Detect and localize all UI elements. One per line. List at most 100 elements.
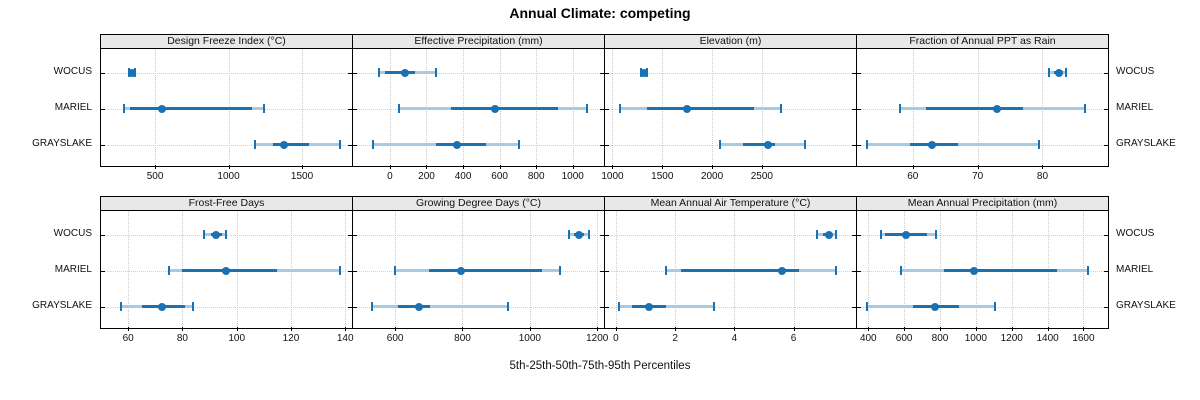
interval-5-25 [378,71,386,74]
interval-5-25 [619,107,647,110]
interval-5-25 [395,269,429,272]
axis-tick-mark [462,327,464,331]
interval-5-25 [899,107,926,110]
axis-tick-mark [155,165,157,169]
panel [100,48,353,167]
horizontal-gridline [605,235,856,236]
median-dot [491,105,500,113]
interval-75-95 [958,143,1040,146]
interval-75-95 [754,107,781,110]
axis-tick-label: 200 [418,171,435,182]
cap-5th [371,140,374,149]
cap-5th [879,230,882,239]
cap-95th [587,230,590,239]
median-dot [574,231,583,239]
panel [856,210,1109,329]
interval-25-75 [742,143,775,146]
panel [856,48,1109,167]
axis-tick-mark [904,327,906,331]
axis-tick-label: 1500 [290,171,314,182]
axis-tick-label: 400 [454,171,472,182]
site-label-right: MARIEL [1116,102,1154,113]
interval-25-75 [943,269,1057,272]
row-tick-left [857,73,861,74]
axis-tick-mark [761,165,763,169]
axis-tick-label: 0 [387,171,393,182]
axis-tick-row: 400 600 800 1000 1200 1400 1600 [856,327,1109,345]
row-tick-right [348,271,352,272]
cap-5th [167,266,170,275]
row-tick-left [857,235,861,236]
median-dot [639,69,648,77]
axis-tick-label: 100 [228,333,246,344]
x-axis-caption: 5th-25th-50th-75th-95th Percentiles [509,360,691,372]
median-dot [456,267,465,275]
axis-tick-mark [290,327,292,331]
vertical-gridline [128,211,130,328]
row-tick-left [101,145,105,146]
vertical-gridline [597,211,599,328]
row-tick-left [101,307,105,308]
axis-tick-row: 600 800 1000 1200 [352,327,608,345]
cap-5th [123,104,126,113]
panel-strip-title: Frost-Free Days [188,197,265,209]
interval-25-75 [385,71,415,74]
row-tick-right [348,307,352,308]
site-label-right: GRAYSLAKE [1116,138,1176,149]
axis-tick-mark [977,165,979,169]
axis-tick-mark [228,165,230,169]
axis-tick-label: 60 [122,333,134,344]
row-tick-left [101,271,105,272]
row-tick-left [353,145,357,146]
axis-tick-label: 2 [672,333,678,344]
interval-5-25 [121,305,142,308]
row-tick-left [101,109,105,110]
axis-tick-mark [302,165,304,169]
interval-75-95 [430,305,508,308]
row-tick-right [1104,73,1108,74]
horizontal-gridline [101,145,352,146]
axis-tick-row: 1000 1500 2000 2500 [601,165,857,183]
interval-5-25 [880,233,886,236]
horizontal-gridline [101,307,352,308]
interval-25-75 [435,143,486,146]
interval-5-25 [866,305,914,308]
cap-95th [1083,104,1086,113]
median-dot [683,105,692,113]
axis-tick-mark [182,327,184,331]
axis-tick-mark [345,327,347,331]
axis-tick-mark [615,327,617,331]
cap-95th [586,104,589,113]
horizontal-gridline [605,73,856,74]
interval-25-75 [272,143,309,146]
site-label-left: MARIEL [54,102,92,113]
axis-tick-mark [572,165,574,169]
horizontal-gridline [857,235,1108,236]
cap-95th [835,266,838,275]
cap-95th [224,230,227,239]
axis-tick-mark [395,327,397,331]
median-dot [644,303,653,311]
vertical-gridline [302,49,304,166]
interval-75-95 [308,143,341,146]
row-tick-right [852,307,856,308]
site-label-left: GRAYSLAKE [32,300,92,311]
cap-95th [804,140,807,149]
axis-tick-label: 600 [386,333,404,344]
cap-5th [900,266,903,275]
row-tick-right [600,145,604,146]
cap-5th [865,302,868,311]
axis-tick-mark [1083,327,1085,331]
row-tick-left [605,145,609,146]
interval-5-25 [168,269,183,272]
row-tick-right [600,73,604,74]
cap-5th [203,230,206,239]
row-tick-right [348,145,352,146]
interval-5-25 [901,269,944,272]
interval-5-25 [867,143,910,146]
interval-75-95 [666,305,714,308]
panel-strip: Mean Annual Precipitation (mm) [856,196,1109,211]
median-dot [777,267,786,275]
axis-tick-mark [1042,165,1044,169]
row-tick-right [852,271,856,272]
